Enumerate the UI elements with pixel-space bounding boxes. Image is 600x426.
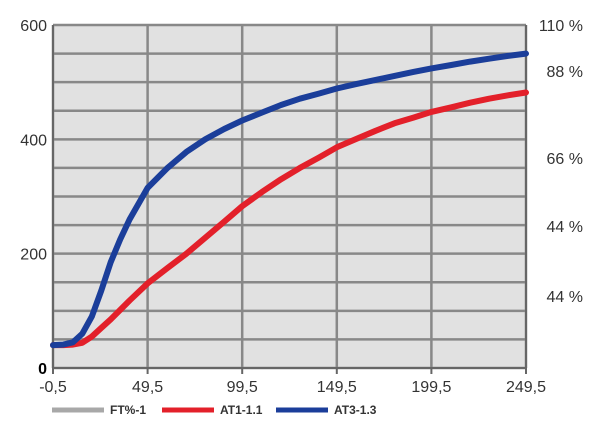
y-left-tick-label: 200	[20, 247, 47, 264]
y-right-tick-label: 88 %	[547, 64, 583, 81]
series-line-at1-1-1	[50, 89, 529, 349]
x-tick-label: 199,5	[411, 379, 451, 396]
y-right-tick-label: 110 %	[539, 18, 583, 35]
legend: FT%-1 AT1-1.1 AT3-1.3	[52, 403, 377, 417]
x-tick-label: 149,5	[317, 379, 357, 396]
y-left-tick-label: 600	[20, 18, 47, 35]
y-right-tick-label: 44 %	[547, 289, 583, 306]
series-lines	[50, 50, 529, 349]
legend-label: FT%-1	[110, 403, 146, 417]
grid	[51, 23, 528, 370]
x-tick-label: -0,5	[39, 379, 67, 396]
y-left-tick-label: 0	[38, 361, 47, 378]
x-tick-label: 49,5	[132, 379, 163, 396]
legend-label: AT1-1.1	[220, 403, 263, 417]
y-right-tick-label: 66 %	[547, 151, 583, 168]
axes	[52, 25, 527, 374]
x-tick-label: 99,5	[227, 379, 258, 396]
x-tick-label: 249,5	[506, 379, 546, 396]
y-right-tick-label: 44 %	[547, 219, 583, 236]
y-left-tick-label: 400	[20, 132, 47, 149]
series-line-at3-1-3	[50, 50, 529, 349]
tick-labels: -0,5 49,5 99,5 149,5 199,5 249,5 0 200 400 600 110…	[20, 18, 583, 396]
legend-label: AT3-1.3	[334, 403, 377, 417]
